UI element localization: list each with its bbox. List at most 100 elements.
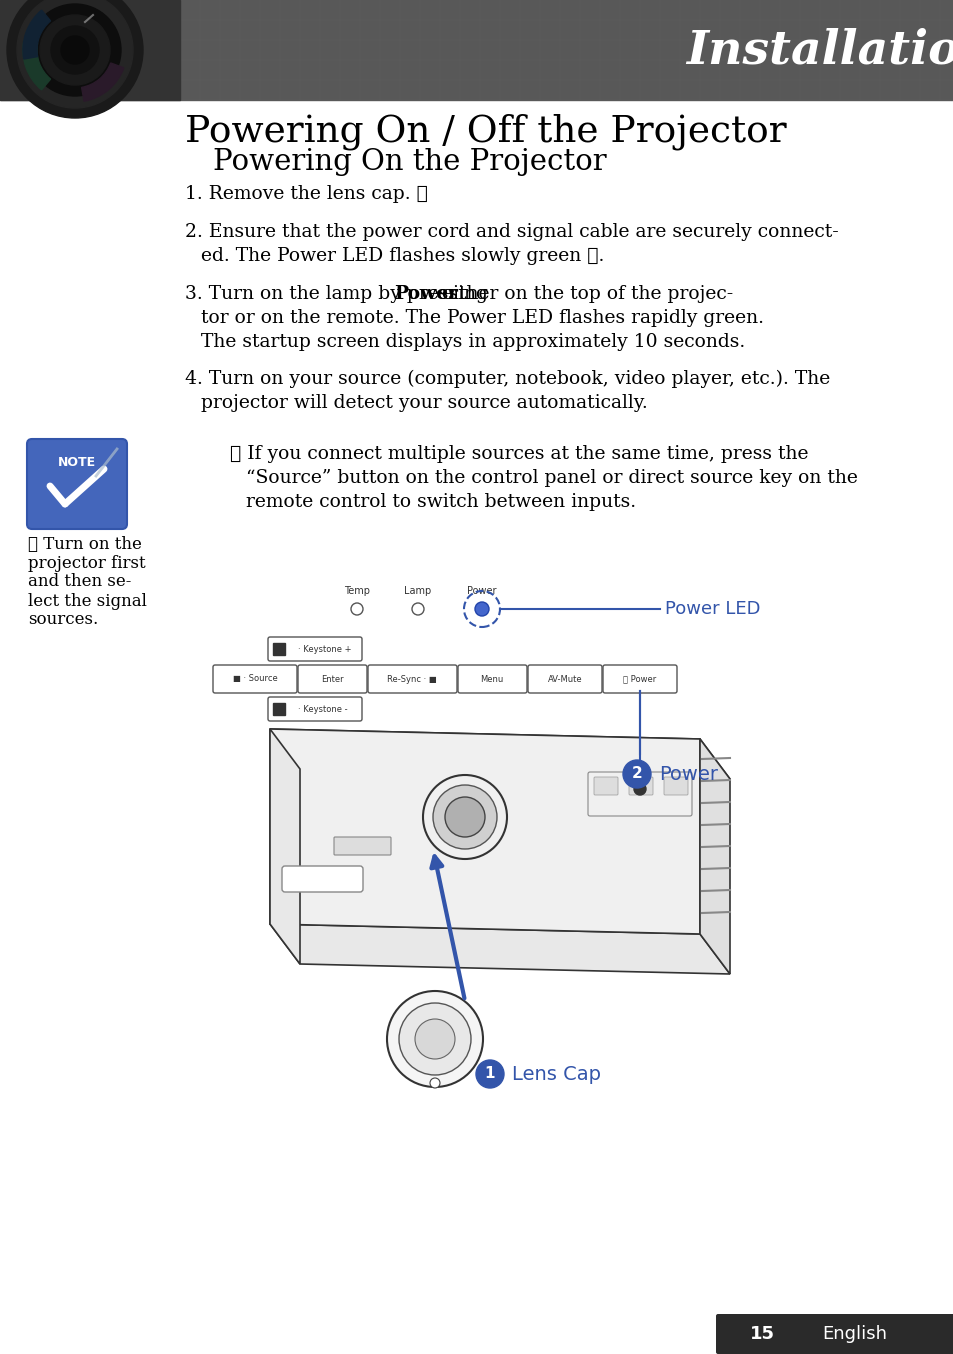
Text: · Keystone +: · Keystone + xyxy=(297,645,351,654)
FancyBboxPatch shape xyxy=(527,665,601,693)
Bar xyxy=(764,1316,767,1353)
Bar xyxy=(832,1316,835,1353)
Bar xyxy=(273,703,285,715)
Bar xyxy=(769,1316,953,1353)
Bar xyxy=(742,1316,745,1353)
Circle shape xyxy=(61,37,89,64)
Text: ❖ If you connect multiple sources at the same time, press the: ❖ If you connect multiple sources at the… xyxy=(230,445,807,463)
Bar xyxy=(858,1316,861,1353)
Bar xyxy=(826,1316,829,1353)
Bar xyxy=(920,1316,923,1353)
Bar xyxy=(744,1316,747,1353)
Bar xyxy=(273,643,285,655)
Bar xyxy=(867,1316,870,1353)
Bar xyxy=(740,1316,743,1353)
Bar xyxy=(803,1316,806,1353)
Bar xyxy=(887,1316,890,1353)
Bar xyxy=(746,1316,749,1353)
Text: Powering On / Off the Projector: Powering On / Off the Projector xyxy=(185,114,786,150)
Bar xyxy=(809,1316,812,1353)
Bar xyxy=(869,1316,872,1353)
Bar xyxy=(875,1316,878,1353)
Wedge shape xyxy=(82,64,124,102)
Circle shape xyxy=(475,603,489,616)
Bar xyxy=(795,1316,799,1353)
Bar xyxy=(945,1316,948,1353)
Bar xyxy=(934,1316,937,1353)
Bar xyxy=(791,1316,794,1353)
Bar xyxy=(757,1316,760,1353)
Bar xyxy=(815,1316,818,1353)
Bar xyxy=(942,1316,944,1353)
Bar xyxy=(922,1316,924,1353)
Text: 4. Turn on your source (computer, notebook, video player, etc.). The: 4. Turn on your source (computer, notebo… xyxy=(185,370,829,389)
FancyBboxPatch shape xyxy=(268,697,361,720)
Bar xyxy=(899,1316,902,1353)
Circle shape xyxy=(415,1020,455,1059)
Circle shape xyxy=(430,1078,439,1089)
Bar xyxy=(949,1316,952,1353)
Circle shape xyxy=(51,26,99,74)
Circle shape xyxy=(634,783,645,795)
Bar xyxy=(822,1316,825,1353)
Circle shape xyxy=(7,0,143,118)
Text: ■ · Source: ■ · Source xyxy=(233,674,277,684)
Bar xyxy=(912,1316,915,1353)
Text: AV-Mute: AV-Mute xyxy=(547,674,581,684)
Bar xyxy=(811,1316,814,1353)
FancyBboxPatch shape xyxy=(268,636,361,661)
Bar xyxy=(925,1316,928,1353)
Bar xyxy=(828,1316,831,1353)
Text: 2: 2 xyxy=(631,766,641,781)
Bar xyxy=(891,1316,894,1353)
Bar xyxy=(938,1316,941,1353)
Bar xyxy=(778,1316,781,1353)
Bar xyxy=(838,1316,841,1353)
Bar xyxy=(852,1316,855,1353)
Text: ed. The Power LED flashes slowly green ②.: ed. The Power LED flashes slowly green ②… xyxy=(201,246,604,265)
Bar xyxy=(871,1316,874,1353)
Text: tor or on the remote. The Power LED flashes rapidly green.: tor or on the remote. The Power LED flas… xyxy=(201,309,763,328)
FancyBboxPatch shape xyxy=(716,1313,953,1354)
Bar xyxy=(783,1316,786,1353)
Text: 2. Ensure that the power cord and signal cable are securely connect-: 2. Ensure that the power cord and signal… xyxy=(185,223,838,241)
Bar xyxy=(923,1316,926,1353)
FancyBboxPatch shape xyxy=(663,777,687,795)
Bar xyxy=(766,1316,769,1353)
Bar xyxy=(881,1316,883,1353)
Bar xyxy=(739,1316,741,1353)
Text: remote control to switch between inputs.: remote control to switch between inputs. xyxy=(246,493,636,510)
Bar xyxy=(943,1316,946,1353)
Circle shape xyxy=(387,991,482,1087)
Circle shape xyxy=(622,760,650,788)
Circle shape xyxy=(422,774,506,858)
Text: projector will detect your source automatically.: projector will detect your source automa… xyxy=(201,394,647,412)
Bar xyxy=(0,0,953,100)
Bar xyxy=(841,1316,845,1353)
Bar xyxy=(720,1316,953,1353)
Bar xyxy=(770,1316,773,1353)
FancyBboxPatch shape xyxy=(602,665,677,693)
Text: 15: 15 xyxy=(749,1326,774,1343)
Bar xyxy=(860,1316,862,1353)
Text: either on the top of the projec-: either on the top of the projec- xyxy=(436,284,732,303)
Bar xyxy=(908,1316,911,1353)
Bar xyxy=(884,1316,888,1353)
Text: ⏻ Power: ⏻ Power xyxy=(622,674,656,684)
Bar xyxy=(780,1316,782,1353)
Text: “Source” button on the control panel or direct source key on the: “Source” button on the control panel or … xyxy=(246,468,857,487)
Bar xyxy=(893,1316,896,1353)
Bar xyxy=(768,1316,771,1353)
Text: ❖ Turn on the: ❖ Turn on the xyxy=(28,535,142,552)
Text: Installation: Installation xyxy=(685,27,953,73)
Bar xyxy=(854,1316,857,1353)
Bar xyxy=(862,1316,864,1353)
Bar xyxy=(755,1316,758,1353)
Bar xyxy=(927,1316,931,1353)
Bar xyxy=(723,1316,726,1353)
FancyBboxPatch shape xyxy=(368,665,456,693)
Bar xyxy=(856,1316,859,1353)
Text: · Keystone -: · Keystone - xyxy=(297,704,347,714)
Bar xyxy=(947,1316,950,1353)
Bar xyxy=(863,1316,866,1353)
